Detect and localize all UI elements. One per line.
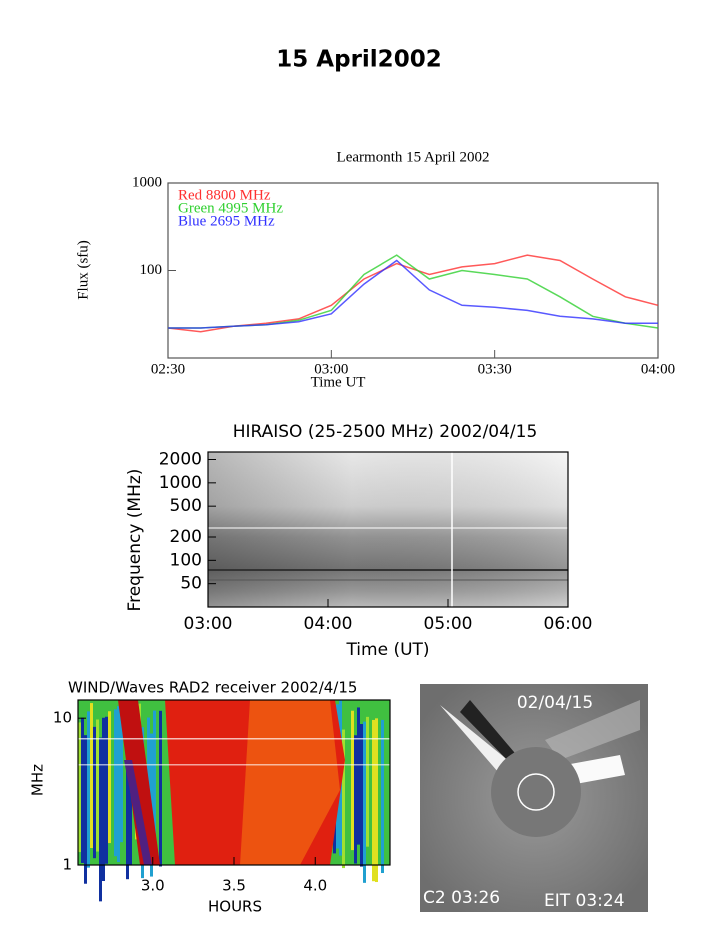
- cme-streak: [545, 700, 640, 760]
- x-tick-label: 03:30: [478, 361, 512, 377]
- chart-title: HIRAISO (25-2500 MHz) 2002/04/15: [233, 422, 538, 442]
- spectrogram-stripe: [117, 706, 120, 863]
- legend-entry: Green 4995 MHz: [178, 200, 283, 216]
- spectrogram-shade: [208, 452, 568, 607]
- spectrogram-stripe: [354, 735, 357, 864]
- spectrogram-stripe: [108, 711, 111, 844]
- y-axis-label: Flux (sfu): [75, 240, 91, 300]
- y-tick-label: 500: [170, 496, 202, 516]
- x-tick-label: 4.0: [303, 877, 327, 895]
- spectrogram-stripe: [96, 719, 99, 852]
- x-axis-label: Time (UT): [345, 640, 429, 660]
- spectrogram-stripe: [363, 721, 366, 883]
- cme-streak: [460, 700, 525, 768]
- y-tick-label: 100: [140, 262, 163, 278]
- cme-streak: [565, 755, 625, 785]
- image-label: C2 03:26: [423, 888, 500, 908]
- spectrogram-line: [78, 738, 390, 740]
- x-tick-label: 3.0: [141, 877, 165, 895]
- spectrogram-stripe: [357, 707, 360, 845]
- y-tick-label: 1: [62, 856, 72, 874]
- spectrogram-stripe: [105, 716, 108, 864]
- coronagraph: 02/04/15 C2 03:26 EIT 03:24: [420, 684, 648, 912]
- series-line: [168, 259, 658, 329]
- plot-frame: [207, 451, 569, 608]
- y-axis-label: Frequency (MHz): [125, 469, 145, 612]
- spectrogram-line: [78, 764, 390, 766]
- spectrogram-stripe: [93, 726, 96, 859]
- spectrogram-stripe: [114, 709, 117, 857]
- spectrogram-stripe: [153, 710, 156, 846]
- legend-entry: Red 8800 MHz: [178, 187, 271, 203]
- x-tick-label: 05:00: [424, 614, 473, 634]
- x-axis-label: Time UT: [311, 374, 366, 390]
- image-label: EIT 03:24: [544, 891, 625, 911]
- x-axis-label: HOURS: [208, 898, 262, 916]
- x-tick-label: 04:00: [304, 614, 353, 634]
- spectrogram-stripe: [360, 724, 363, 867]
- y-tick-label: 50: [180, 574, 202, 594]
- legend-entry: Blue 2695 MHz: [178, 213, 275, 229]
- spectrogram-stripe: [90, 703, 93, 849]
- spectrogram-stripe: [99, 737, 102, 902]
- spectrogram-stripe: [126, 735, 129, 880]
- spectrogram-region: [240, 700, 340, 865]
- spectrogram-stripe: [78, 722, 81, 853]
- spectrogram-stripe: [342, 729, 345, 869]
- occulter: [491, 747, 581, 837]
- x-tick-label: 03:00: [184, 614, 233, 634]
- sun-limb: [517, 773, 555, 811]
- x-tick-label: 06:00: [544, 614, 593, 634]
- spectrogram-stripe: [120, 714, 123, 843]
- image-date: 02/04/15: [517, 693, 593, 713]
- y-tick-label: 2000: [159, 450, 202, 470]
- spectrogram-region: [124, 760, 152, 865]
- spectrogram-stripe: [381, 719, 384, 874]
- chart-title: WIND/Waves RAD2 receiver 2002/4/15: [68, 679, 357, 697]
- x-tick-label: 04:00: [641, 361, 675, 377]
- spectrogram-stripe: [84, 735, 87, 884]
- y-tick-label: 200: [170, 527, 202, 547]
- spectrogram-stripe: [87, 711, 90, 868]
- y-tick-label: 1000: [132, 174, 162, 190]
- spectrogram-image: [78, 700, 390, 902]
- x-tick-label: 3.5: [222, 877, 246, 895]
- y-tick-label: 10: [53, 709, 72, 727]
- spectrogram-stripe: [351, 710, 354, 851]
- series-line: [168, 254, 659, 329]
- x-tick-label: 02:30: [151, 361, 185, 377]
- cme-streak: [440, 705, 520, 780]
- spectrogram-stripe: [372, 719, 375, 882]
- y-tick-label: 1000: [159, 473, 202, 493]
- spectrogram-region: [118, 700, 160, 865]
- spectrogram-stripe: [159, 710, 162, 867]
- spectrogram-stripe: [375, 718, 378, 883]
- spectrogram-stripe: [81, 717, 84, 863]
- page-title: 15 April2002: [276, 47, 441, 73]
- y-axis-label: MHz: [29, 764, 47, 796]
- spectrogram-stripe: [129, 724, 132, 866]
- y-tick-label: 100: [170, 550, 202, 570]
- x-tick-label: 03:00: [314, 361, 348, 377]
- chart-title: Learmonth 15 April 2002: [337, 149, 490, 165]
- spectrogram-stripe: [366, 716, 369, 847]
- spectrogram-stripe: [102, 717, 105, 881]
